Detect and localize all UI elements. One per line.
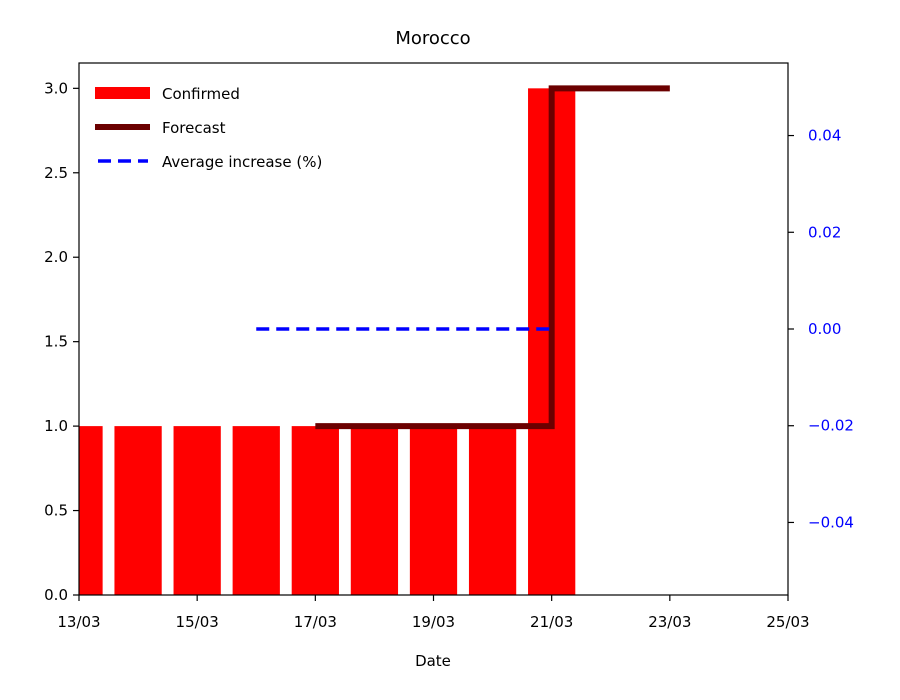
y-tick-label: 1.5 — [44, 333, 68, 351]
x-axis-label: Date — [415, 652, 451, 670]
legend-label: Confirmed — [162, 85, 240, 103]
chart-title: Morocco — [395, 28, 470, 49]
x-tick-label: 13/03 — [57, 613, 100, 631]
confirmed-bar — [350, 426, 399, 595]
x-tick-label: 15/03 — [176, 613, 219, 631]
confirmed-bar — [173, 426, 221, 595]
y2-tick-label: 0.00 — [808, 320, 841, 338]
confirmed-bar — [114, 426, 162, 595]
confirmed-bar — [79, 426, 103, 595]
y2-tick-label: 0.02 — [808, 223, 841, 241]
y-axis-right: −0.04 −0.02 0.00 0.02 0.04 — [788, 127, 854, 531]
x-axis: 13/03 15/03 17/03 19/03 21/03 23/03 25/03 — [57, 595, 810, 631]
x-tick-label: 25/03 — [766, 613, 809, 631]
y-tick-label: 0.5 — [44, 502, 68, 520]
series-lines — [256, 85, 670, 430]
x-tick-label: 23/03 — [648, 613, 691, 631]
confirmed-bar — [232, 426, 280, 595]
y-tick-label: 1.0 — [44, 417, 68, 435]
y-tick-label: 2.0 — [44, 248, 68, 266]
forecast-line — [315, 85, 670, 430]
y-tick-label: 3.0 — [44, 79, 68, 97]
y2-tick-label: −0.02 — [808, 417, 854, 435]
legend-swatch-confirmed — [95, 87, 150, 99]
legend-label: Average increase (%) — [162, 153, 322, 171]
y-axis-left: 0.0 0.5 1.0 1.5 2.0 2.5 3.0 — [44, 79, 79, 604]
y-tick-label: 2.5 — [44, 164, 68, 182]
legend: Confirmed Forecast Average increase (%) — [95, 85, 322, 171]
x-tick-label: 19/03 — [412, 613, 455, 631]
y2-tick-label: −0.04 — [808, 513, 854, 531]
confirmed-bars — [79, 88, 576, 595]
x-tick-label: 17/03 — [294, 613, 337, 631]
y-tick-label: 0.0 — [44, 586, 68, 604]
x-tick-label: 21/03 — [530, 613, 573, 631]
y2-tick-label: 0.04 — [808, 127, 841, 145]
confirmed-bar — [468, 426, 517, 595]
confirmed-bar — [291, 426, 339, 595]
legend-label: Forecast — [162, 119, 226, 137]
confirmed-bar — [409, 426, 458, 595]
